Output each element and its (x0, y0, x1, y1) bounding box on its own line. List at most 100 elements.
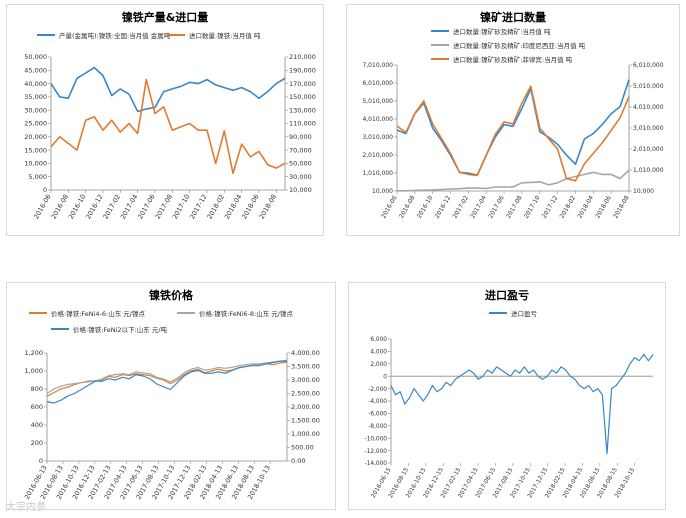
y-tick-label-left: -10,000 (365, 436, 388, 442)
y-tick-label-left: 10,000 (24, 160, 47, 168)
y-tick-label-left: -12,000 (365, 449, 388, 455)
x-tick-label: 2017-10 (523, 194, 542, 219)
x-tick-label: 2017-06 (487, 194, 506, 219)
y-tick-label-left: 25,000 (24, 120, 47, 128)
y-tick-label-right: 70,000 (289, 146, 312, 154)
y-tick-label-left: 0 (383, 374, 387, 380)
chart-title: 镍矿进口数量 (480, 11, 546, 24)
legend-label: 产量(金属吨):镍铁:全国:当月值 金属吨 (59, 31, 171, 40)
y-tick-label-left: 10,000 (372, 188, 393, 195)
legend-label: 进口数量:镍铁:当月值 吨 (189, 31, 261, 40)
y-tick-label-right: 1,500.00 (291, 417, 320, 425)
x-tick-label: 2018-06 (594, 194, 613, 219)
y-tick-label-left: 6,010,000 (362, 80, 393, 87)
y-tick-label-left: 2,010,000 (362, 152, 393, 159)
x-tick-label: 2016-10 (416, 194, 435, 219)
series-line (46, 359, 288, 395)
series-line (390, 353, 654, 455)
y-tick-label-left: 3,010,000 (362, 134, 393, 141)
y-tick-label-left: 20,000 (24, 133, 47, 141)
y-tick-label-left: 1,010,000 (362, 170, 393, 177)
y-tick-label-left: 800 (31, 385, 43, 393)
y-tick-label-right: 150,000 (289, 93, 316, 101)
y-tick-label-right: 1,000.00 (291, 430, 320, 438)
y-tick-label-right: 3,500.00 (291, 363, 320, 371)
x-tick-label: 2016-08 (398, 194, 417, 219)
y-tick-label-left: 4,000 (370, 350, 387, 356)
legend-label: 价格:镍铁:FeNi6-8:山东 元/镍点 (199, 309, 293, 318)
y-tick-label-right: 10,000 (289, 186, 312, 194)
y-tick-label-left: 1,200 (24, 349, 43, 357)
y-tick-label-left: -6,000 (368, 412, 387, 418)
series-line (46, 360, 287, 404)
y-tick-label-right: 2,010,000 (633, 146, 664, 153)
chart-svg-import-margin: 进口盈亏 -14,000 -12,000 -10,000 -8,000 -6,000 -4,… (365, 310, 654, 499)
legend-label: 进口盈亏 (511, 310, 538, 318)
y-tick-label-right: 10,000 (633, 188, 654, 195)
x-tick-label: 2018-08 (612, 194, 631, 219)
y-tick-label-left: 400 (31, 421, 43, 429)
chart-title: 镍铁产量&进口量 (121, 11, 209, 24)
series-line (50, 66, 286, 113)
y-tick-label-left: 7,010,000 (362, 62, 393, 69)
y-tick-label-left: 1,000 (24, 367, 43, 375)
legend-label: 进口数量:镍矿砂及精矿:当月值 吨 (453, 27, 551, 36)
chart-title: 镍铁价格 (149, 289, 193, 302)
y-tick-label-left: 0 (39, 457, 43, 465)
y-tick-label-left: -4,000 (368, 399, 387, 405)
y-tick-label-right: 110,000 (289, 120, 316, 128)
y-tick-label-left: 45,000 (24, 67, 47, 75)
y-tick-label-right: 1,010,000 (633, 167, 664, 174)
chart-svg-nickel-pig-iron-price: 价格:镍铁:FeNi4-6:山东 元/镍点 价格:镍铁:FeNi6-8:山东 元/… (23, 309, 320, 501)
legend-label: 价格:镍铁:FeNi2以下:山东 元/吨 (73, 325, 168, 334)
y-tick-label-right: 4,000.00 (291, 349, 320, 357)
y-tick-label-left: 2,000 (370, 362, 387, 368)
y-tick-label-left: 30,000 (24, 106, 47, 114)
y-tick-label-right: 4,010,000 (633, 104, 664, 111)
y-tick-label-left: 40,000 (24, 80, 47, 88)
x-tick-label: 2018-04 (576, 194, 595, 219)
y-tick-label-right: 130,000 (289, 106, 316, 114)
y-tick-label-left: 50,000 (24, 53, 47, 61)
x-tick-label: 2016-06 (380, 194, 399, 219)
y-tick-label-left: 6,000 (370, 337, 387, 343)
y-tick-label-left: 600 (31, 403, 43, 411)
y-tick-label-right: 170,000 (289, 80, 316, 88)
x-tick-label: 2017-12 (541, 194, 560, 219)
legend-label: 价格:镍铁:FeNi4-6:山东 元/镍点 (51, 309, 145, 318)
y-tick-label-right: 50,000 (289, 160, 312, 168)
chart-panel-ore-import: 镍矿进口数量 进口数量:镍矿砂及精矿:当月值 吨进口数量:镍矿砂及精矿:印度尼西… (346, 4, 680, 236)
y-tick-label-left: 15,000 (24, 146, 47, 154)
y-tick-label-left: -2,000 (368, 387, 387, 393)
legend-label: 进口数量:镍矿砂及精矿:菲律宾:当月值 吨 (453, 55, 573, 64)
y-tick-label-left: 200 (31, 439, 43, 447)
chart-svg-production-import: 产量(金属吨):镍铁:全国:当月值 金属吨 进口数量:镍铁:当月值 吨 0 5,000… (24, 31, 316, 221)
series-line (50, 78, 286, 175)
y-tick-label-left: 35,000 (24, 93, 47, 101)
y-tick-label-right: 2,500.00 (291, 390, 320, 398)
y-tick-label-right: 500.00 (291, 444, 314, 452)
series-line (397, 169, 630, 192)
y-tick-label-left: 0 (43, 186, 47, 194)
y-tick-label-left: -8,000 (368, 424, 387, 430)
series-line (46, 361, 288, 397)
watermark-text: 大宗内参 (6, 502, 46, 513)
legend-label: 进口数量:镍矿砂及精矿:印度尼西亚:当月值 吨 (453, 41, 586, 50)
y-tick-label-right: 2,000.00 (291, 403, 320, 411)
chart-panel-import-margin: 进口盈亏 进口盈亏 -14,000 -12,000 -10,000 -8,000 -6,0… (348, 282, 666, 510)
x-tick-label: 2017-08 (505, 194, 524, 219)
chart-panel-nickel-pig-iron-price: 镍铁价格 价格:镍铁:FeNi4-6:山东 元/镍点 价格:镍铁:FeNi6-8:… (6, 282, 336, 510)
y-tick-label-right: 0.00 (291, 457, 305, 465)
x-tick-label: 2017-02 (452, 194, 471, 219)
x-tick-label: 2016-12 (434, 194, 453, 219)
y-tick-label-right: 30,000 (289, 173, 312, 181)
y-tick-label-right: 5,010,000 (633, 83, 664, 90)
x-tick-label: 2018-02 (559, 194, 578, 219)
chart-panel-production-import: 镍铁产量&进口量 产量(金属吨):镍铁:全国:当月值 金属吨 进口数量:镍铁:当月… (6, 4, 324, 236)
y-tick-label-right: 190,000 (289, 67, 316, 75)
y-tick-label-right: 3,010,000 (633, 125, 664, 132)
y-tick-label-right: 6,010,000 (633, 62, 664, 69)
y-tick-label-left: -14,000 (365, 461, 388, 467)
y-tick-label-left: 4,010,000 (362, 116, 393, 123)
chart-title: 进口盈亏 (485, 289, 529, 302)
